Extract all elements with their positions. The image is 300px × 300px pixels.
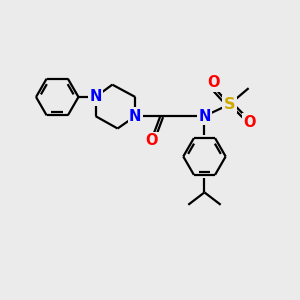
Text: O: O xyxy=(145,134,158,148)
Text: N: N xyxy=(198,109,211,124)
Text: S: S xyxy=(224,97,235,112)
Text: O: O xyxy=(207,75,220,90)
Text: N: N xyxy=(129,109,142,124)
Text: N: N xyxy=(89,89,102,104)
Text: O: O xyxy=(243,115,256,130)
